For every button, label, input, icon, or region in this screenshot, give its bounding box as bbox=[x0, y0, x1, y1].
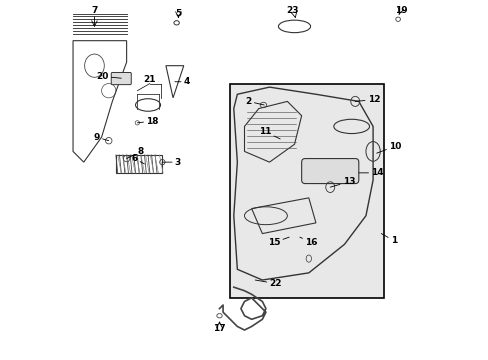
Text: 1: 1 bbox=[381, 234, 396, 245]
Text: 14: 14 bbox=[358, 168, 383, 177]
Text: 13: 13 bbox=[329, 177, 354, 187]
Text: 19: 19 bbox=[395, 6, 407, 15]
Text: 2: 2 bbox=[245, 97, 264, 106]
Text: 9: 9 bbox=[93, 132, 108, 141]
FancyBboxPatch shape bbox=[116, 155, 162, 173]
Text: 12: 12 bbox=[354, 95, 380, 104]
FancyBboxPatch shape bbox=[230, 84, 383, 298]
FancyBboxPatch shape bbox=[111, 72, 131, 85]
Text: 21: 21 bbox=[143, 76, 156, 85]
Text: 3: 3 bbox=[162, 158, 181, 167]
Text: 11: 11 bbox=[258, 127, 280, 139]
Text: 5: 5 bbox=[175, 9, 181, 18]
Text: 16: 16 bbox=[299, 237, 317, 247]
Text: 23: 23 bbox=[286, 6, 298, 15]
Text: 8: 8 bbox=[126, 147, 143, 158]
Text: 20: 20 bbox=[96, 72, 121, 81]
Text: 7: 7 bbox=[91, 6, 98, 15]
FancyBboxPatch shape bbox=[301, 158, 358, 184]
Text: 15: 15 bbox=[267, 237, 288, 247]
Text: 22: 22 bbox=[255, 279, 282, 288]
Text: 18: 18 bbox=[137, 117, 159, 126]
Text: 10: 10 bbox=[376, 141, 401, 153]
Text: 6: 6 bbox=[131, 154, 144, 164]
Text: 4: 4 bbox=[175, 77, 190, 86]
Text: 17: 17 bbox=[213, 324, 225, 333]
